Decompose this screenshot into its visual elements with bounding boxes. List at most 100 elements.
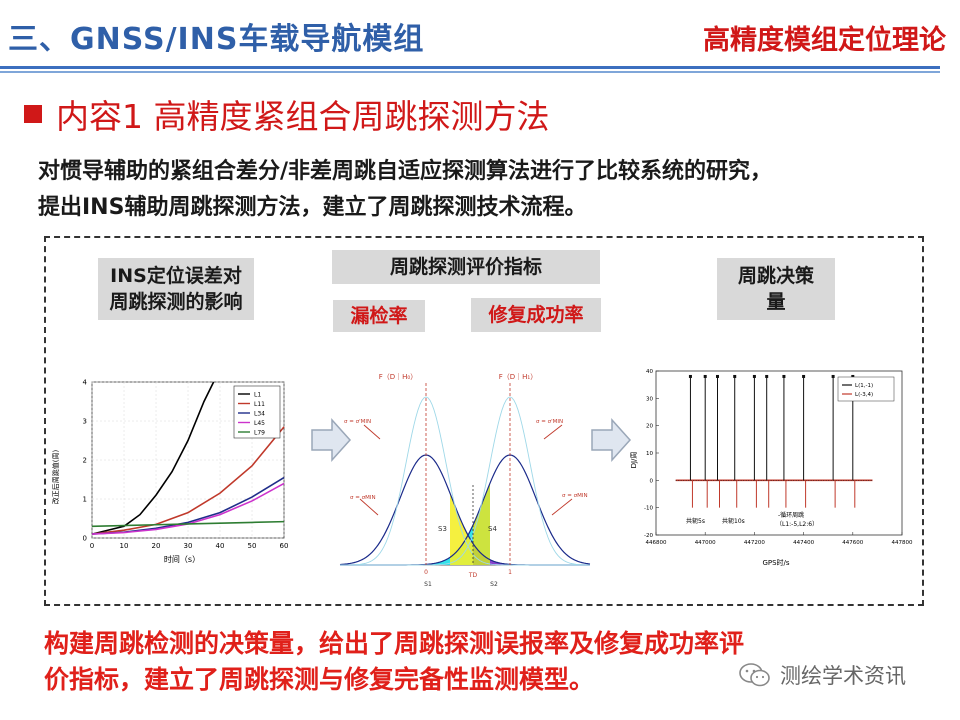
right-x-tick: 447200 [744, 540, 765, 546]
section-heading: 内容1 高精度紧组合周跳探测方法 [24, 92, 550, 136]
right-y-tick: 40 [646, 369, 653, 375]
mid-sigma-right-top: σ = σ'MIN [536, 419, 563, 425]
right-spike-black-marker [802, 374, 806, 378]
chart-decision-quantity: DJ/周 GPS时/s 446800 447000 447200 447400 4476… [630, 369, 913, 567]
right-y-tick: 0 [650, 478, 654, 484]
mid-sigma-left-top: σ = σ'MIN [344, 419, 371, 425]
mid-region-s2: S2 [490, 581, 498, 588]
left-y-tick: 0 [83, 535, 87, 543]
right-x-tick: 447600 [842, 540, 863, 546]
wechat-icon [739, 663, 770, 687]
right-legend-label: L(-3,4) [855, 392, 873, 398]
left-x-tick: 50 [248, 542, 257, 550]
right-spike-black-marker [688, 374, 692, 378]
left-legend-label: L79 [254, 430, 265, 437]
right-spike-black-marker [765, 374, 769, 378]
left-x-tick: 0 [90, 542, 94, 550]
right-legend-label: L(1,-1) [855, 383, 873, 389]
mid-pointer [363, 424, 381, 440]
left-legend-label: L1 [254, 392, 261, 399]
tag-repair-rate: 修复成功率 [471, 298, 601, 332]
right-spike-black-marker [716, 374, 719, 378]
left-x-tick: 40 [216, 542, 225, 550]
right-x-tick: 447800 [892, 540, 913, 546]
right-spike-black-marker [703, 374, 707, 378]
right-y-tick: 10 [646, 451, 653, 457]
left-y-tick: 4 [83, 379, 88, 387]
right-spike-black-marker [831, 374, 835, 378]
diagram-frame [44, 236, 924, 606]
left-series-l11 [91, 426, 285, 535]
right-annotation: （L1:-5,L2:6） [776, 521, 818, 528]
left-x-tick: 20 [152, 542, 161, 550]
left-legend-label: L11 [254, 401, 265, 408]
mid-pointer [359, 498, 379, 516]
mid-curve-h1-narrow [340, 396, 591, 566]
right-annotation: 共轭5s [686, 517, 705, 525]
right-x-tick: 447000 [695, 540, 716, 546]
mid-label-h1: F（D｜H₁） [499, 373, 538, 381]
mid-pointer [543, 424, 563, 440]
left-legend-label: L34 [254, 411, 265, 418]
left-legend-label: L45 [254, 420, 265, 427]
mid-pointer [551, 498, 573, 516]
conclusion-text: 构建周跳检测的决策量，给出了周跳探测误报率及修复成功率评 价指标，建立了周跳探测… [44, 626, 744, 698]
conclusion-line-1: 构建周跳检测的决策量，给出了周跳探测误报率及修复成功率评 [44, 629, 745, 658]
intro-line-1: 对惯导辅助的紧组合差分/非差周跳自适应探测算法进行了比较系统的研究， [38, 159, 773, 184]
intro-text: 对惯导辅助的紧组合差分/非差周跳自适应探测算法进行了比较系统的研究， 提出INS… [38, 154, 772, 226]
left-xlabel: 时间（s） [164, 554, 200, 564]
left-ylabel: 改正后周跳值(周) [52, 450, 60, 505]
right-legend [837, 376, 895, 402]
left-x-tick: 60 [280, 542, 289, 550]
right-spike-black-marker [733, 374, 737, 378]
mid-sigma-right-bot: σ = σMIN [562, 493, 588, 499]
mid-axis-0: 0 [424, 569, 428, 576]
right-x-tick: 446800 [646, 540, 667, 546]
tag-ins-impact-line-2: 周跳探测的影响 [109, 291, 243, 313]
tag-miss-rate: 漏检率 [333, 300, 425, 332]
header-title: 三、GNSS/INS车载导航模组 [8, 22, 425, 57]
left-series-l1 [91, 381, 215, 535]
tag-evaluation-metrics: 周跳探测评价指标 [332, 250, 600, 284]
mid-sigma-left-bot: σ = σMIN [350, 495, 376, 501]
right-spike-black-marker [752, 374, 756, 378]
right-spike-black-marker [782, 374, 786, 378]
chart-detection-distribution: F（D｜H₀） F（D｜H₁） σ = σ'MIN σ = σMIN σ = σ… [339, 373, 591, 588]
right-x-tick: 447400 [793, 540, 814, 546]
section-title: 内容1 高精度紧组合周跳探测方法 [56, 97, 550, 136]
mid-region-s1: S1 [424, 581, 432, 588]
intro-line-2: 提出INS辅助周跳探测方法，建立了周跳探测技术流程。 [38, 195, 587, 220]
right-ylabel: DJ/周 [630, 452, 638, 469]
watermark: 测绘学术资讯 [738, 660, 906, 690]
right-spike-black-marker [851, 374, 855, 378]
conclusion-line-2: 价指标，建立了周跳探测与修复完备性监测模型。 [44, 665, 595, 694]
left-x-tick: 30 [184, 542, 193, 550]
tag-ins-impact: INS定位误差对 周跳探测的影响 [98, 258, 254, 320]
mid-axis-1: 1 [508, 569, 512, 576]
tag-ins-impact-line-1: INS定位误差对 [110, 265, 242, 287]
header-subtitle: 高精度模组定位理论 [703, 25, 946, 56]
watermark-text: 测绘学术资讯 [780, 664, 906, 688]
right-annotation: -循环周跳 [778, 511, 804, 519]
tag-decision-line-2: 量 [766, 291, 786, 313]
header: 三、GNSS/INS车载导航模组 高精度模组定位理论 [0, 0, 960, 73]
mid-region-s3: S3 [438, 525, 447, 533]
left-y-tick: 1 [83, 496, 87, 504]
right-y-tick: -10 [644, 506, 653, 512]
left-y-tick: 3 [83, 418, 87, 426]
mid-axis-td: TD [468, 572, 478, 579]
mid-label-h0: F（D｜H₀） [379, 373, 418, 381]
right-annotation: 共轭10s [722, 517, 745, 525]
left-y-tick: 2 [83, 457, 87, 465]
mid-region-s4: S4 [488, 525, 497, 533]
tag-decision-quantity: 周跳决策 量 [717, 258, 835, 320]
header-divider-secondary [0, 71, 940, 73]
left-series-l79 [91, 520, 285, 528]
arrow-right-icon [591, 418, 632, 462]
mid-region-s2-fill [473, 483, 490, 565]
mid-curve-h0-narrow [339, 396, 590, 566]
arrow-right-icon [311, 418, 352, 462]
chart-ins-impact: 改正后周跳值(周) 时间（s） 0 10 20 30 40 50 60 0 1 2 3 4 L1 L11 L… [52, 379, 289, 565]
tag-decision-line-1: 周跳决策 [737, 265, 814, 287]
square-bullet-icon [24, 105, 42, 123]
